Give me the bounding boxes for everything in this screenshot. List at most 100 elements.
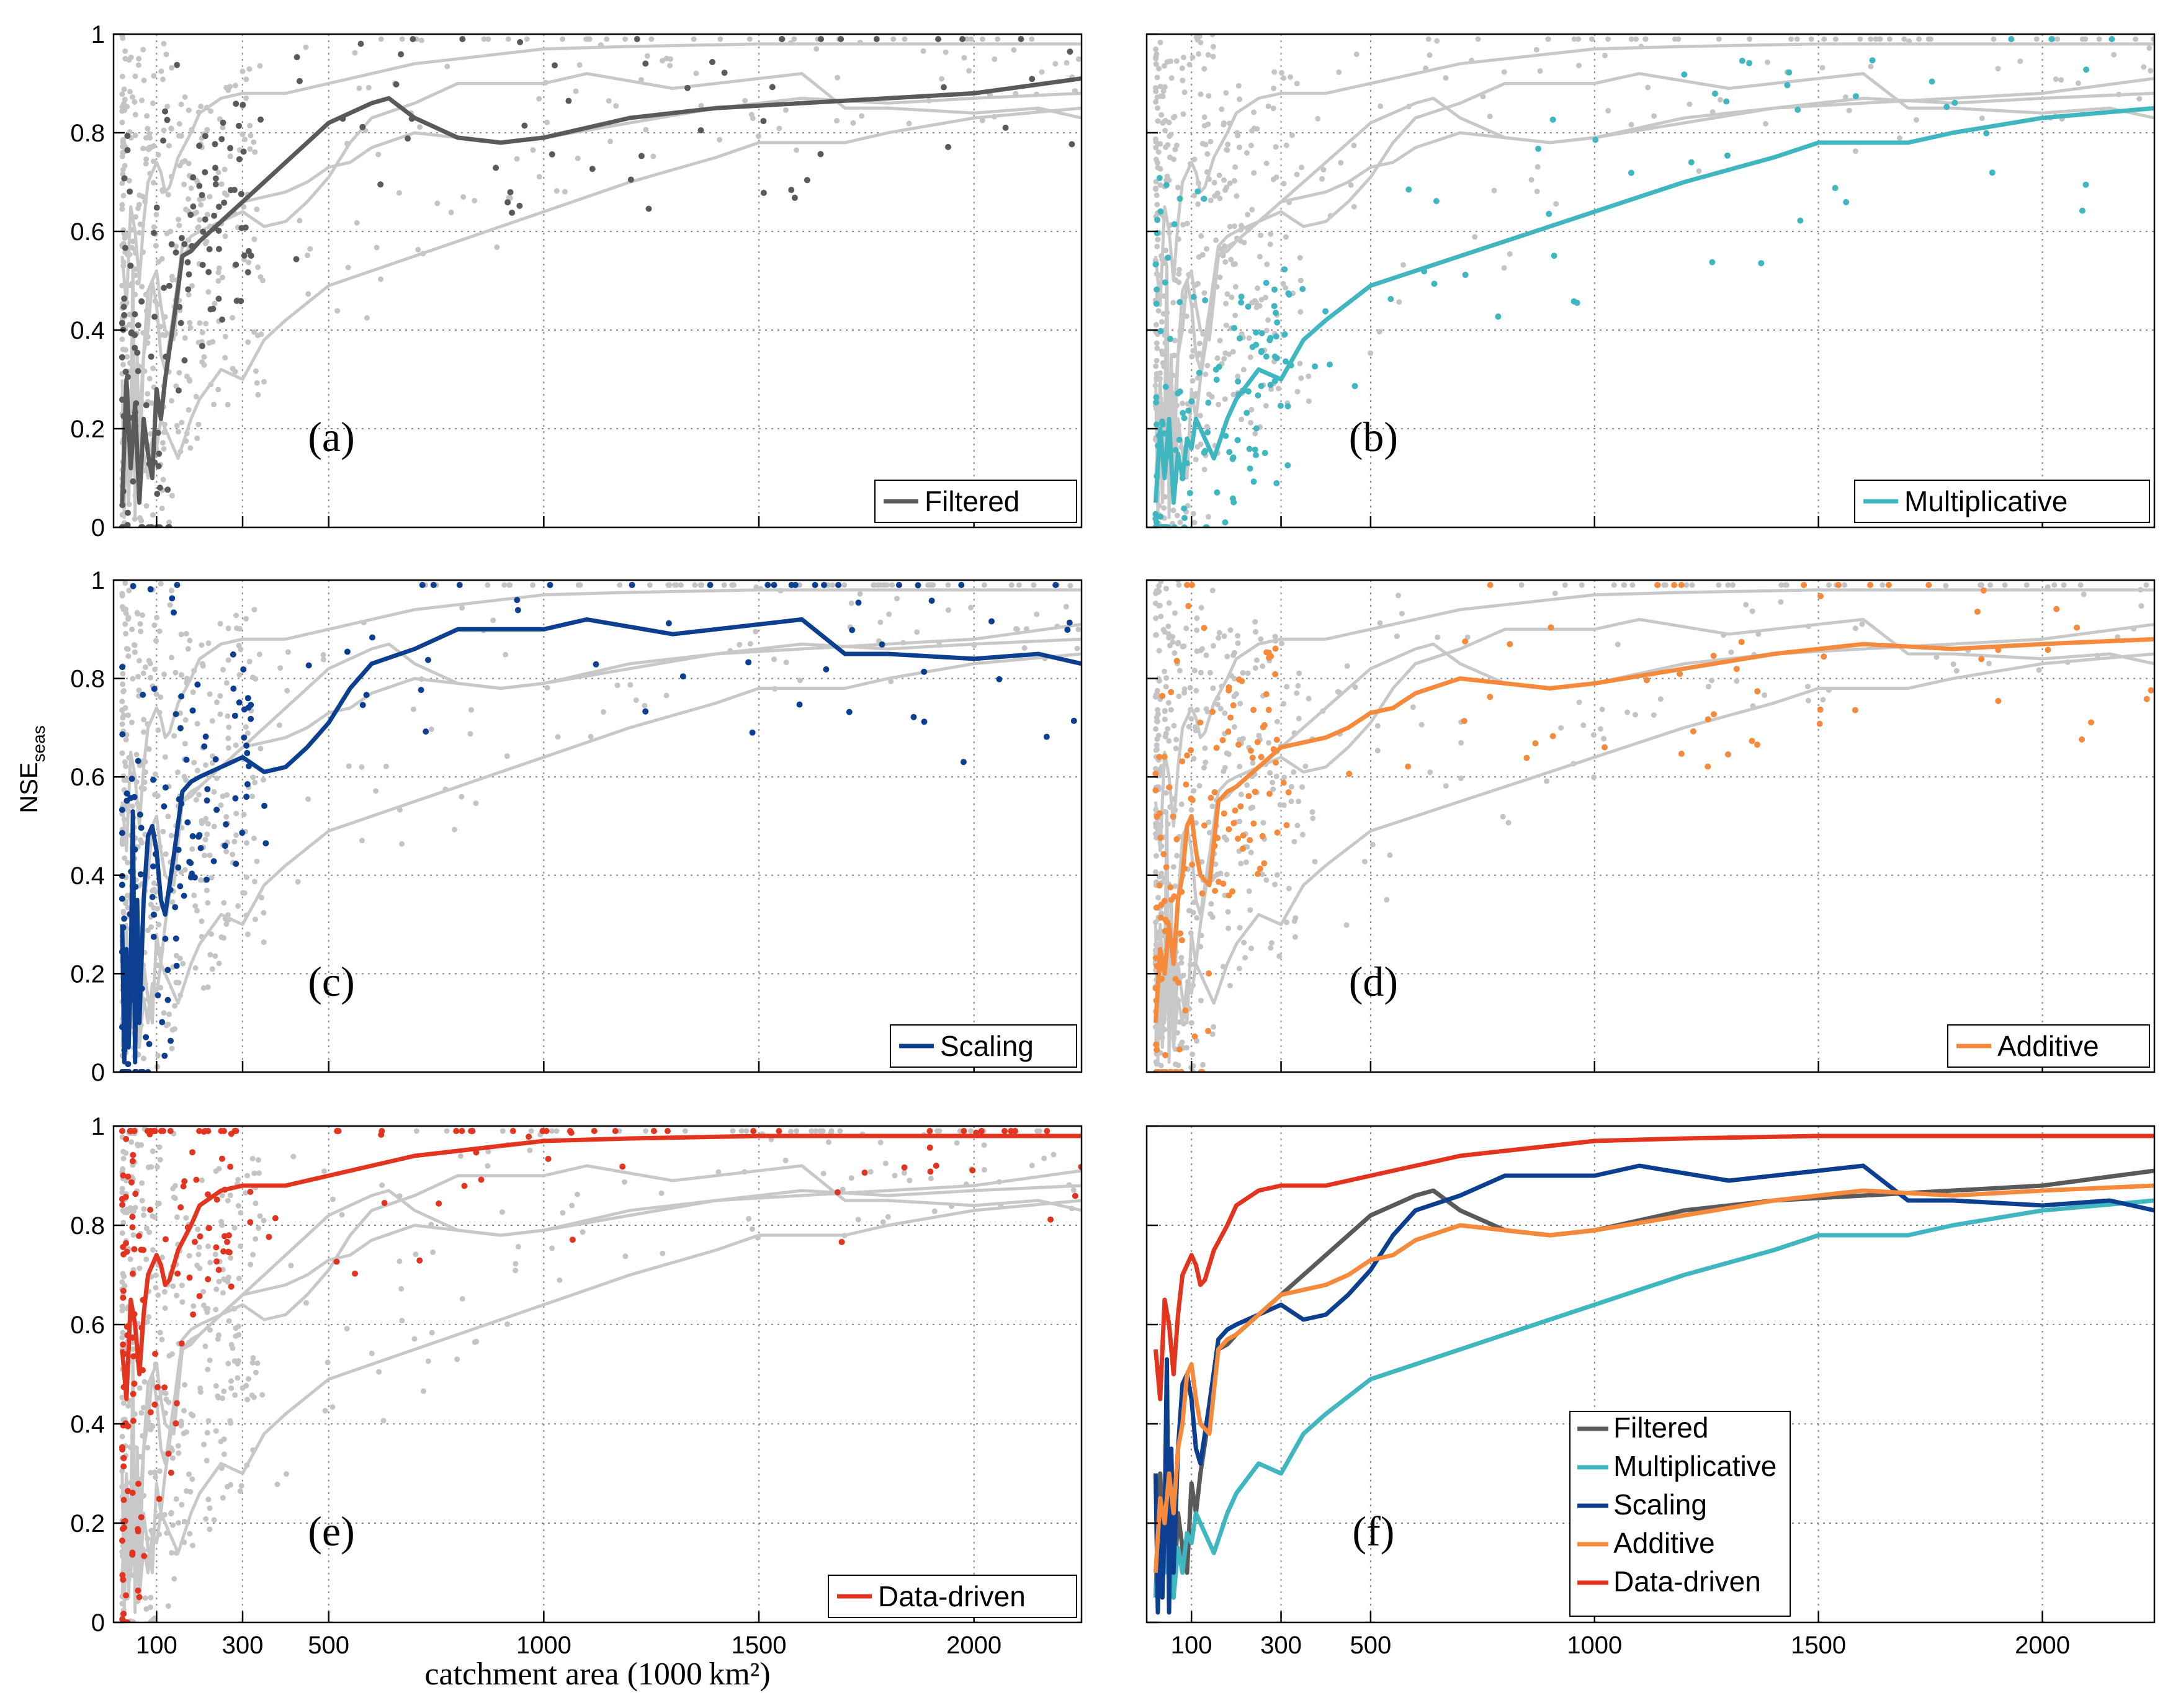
data-point-background — [195, 224, 202, 230]
data-point-background — [1651, 712, 1657, 718]
data-point — [552, 62, 558, 69]
y-tick-label: 0 — [91, 514, 105, 542]
data-point-background — [658, 1190, 665, 1196]
data-point-background — [1239, 416, 1245, 423]
data-point — [247, 1219, 254, 1225]
data-point-background — [211, 401, 217, 408]
data-point-background — [1153, 54, 1159, 60]
data-point-background — [1154, 345, 1160, 351]
data-point — [2074, 624, 2081, 631]
data-point-background — [1662, 582, 1669, 588]
data-point — [1188, 747, 1194, 754]
data-point-background — [1221, 355, 1227, 362]
data-point-background — [1240, 670, 1246, 676]
data-point-background — [828, 1128, 835, 1134]
data-point — [119, 1446, 126, 1453]
legend: Filtered — [874, 480, 1077, 523]
data-point-background — [121, 101, 127, 107]
data-point-background — [500, 1128, 506, 1134]
data-point-background — [1765, 59, 1770, 65]
data-point — [213, 1196, 220, 1203]
data-point-background — [141, 717, 147, 723]
data-point-background — [1254, 657, 1260, 663]
data-point-background — [717, 136, 723, 143]
data-point-background — [981, 1142, 987, 1148]
data-point-background — [162, 333, 168, 339]
data-point-background — [1154, 159, 1160, 166]
data-point — [172, 711, 179, 717]
data-point-background — [167, 602, 173, 608]
data-point-background — [364, 315, 370, 321]
data-point-background — [257, 1213, 263, 1219]
data-point-background — [225, 1279, 231, 1285]
data-point-background — [737, 642, 743, 648]
data-point — [1243, 409, 1250, 416]
data-point-background — [188, 1411, 194, 1417]
data-point-background — [127, 1205, 133, 1211]
data-point-background — [1979, 115, 1985, 122]
data-point-background — [184, 676, 190, 682]
data-point-background — [663, 692, 670, 699]
series-line-multiplicative — [1153, 105, 2154, 505]
data-point-background — [132, 642, 138, 648]
data-point — [1487, 581, 1494, 588]
data-point-background — [396, 190, 402, 196]
data-point — [186, 1274, 193, 1281]
data-point-background — [1237, 764, 1243, 770]
data-point-background — [225, 713, 231, 719]
data-point — [1181, 414, 1188, 421]
data-point-background — [1162, 628, 1168, 635]
data-point-background — [1292, 934, 1298, 940]
data-point — [121, 311, 128, 318]
data-point — [619, 1163, 626, 1170]
data-point — [1052, 581, 1059, 588]
data-point — [393, 81, 400, 87]
data-point-background — [513, 1268, 519, 1274]
data-point-background — [968, 604, 974, 610]
data-point — [132, 344, 138, 351]
data-point — [1254, 739, 1261, 746]
data-point-background — [885, 1214, 891, 1220]
data-point-background — [1728, 649, 1734, 655]
data-point-background — [2053, 76, 2059, 83]
data-point — [1925, 581, 1932, 588]
data-point-background — [753, 628, 759, 635]
data-point — [776, 1128, 782, 1134]
data-point — [162, 784, 169, 791]
data-point-background — [1916, 36, 1922, 42]
data-point-background — [1252, 431, 1258, 437]
data-point — [1678, 581, 1685, 588]
data-point-background — [141, 729, 147, 735]
data-point-background — [213, 1286, 220, 1292]
data-point — [212, 141, 218, 148]
data-point-background — [2077, 582, 2084, 588]
data-point-background — [826, 1139, 831, 1145]
data-point — [1285, 789, 1292, 796]
data-point-background — [1734, 678, 1740, 684]
data-point — [1602, 744, 1608, 751]
data-point — [1176, 436, 1183, 443]
y-tick-label: 0.8 — [70, 1212, 105, 1240]
data-point — [171, 609, 177, 616]
data-point-background — [329, 1196, 336, 1202]
data-point — [174, 1400, 180, 1406]
data-point-background — [150, 180, 156, 186]
data-point-background — [374, 244, 380, 251]
data-point — [638, 153, 645, 159]
data-point — [359, 702, 366, 709]
data-point — [1816, 720, 1823, 727]
data-point-background — [820, 1128, 826, 1134]
data-point-background — [199, 918, 205, 924]
data-point-background — [1154, 742, 1160, 748]
data-point-background — [1263, 403, 1269, 409]
data-point-background — [146, 375, 153, 382]
data-point-background — [129, 803, 135, 810]
data-point-background — [185, 646, 191, 652]
data-point — [526, 1133, 532, 1140]
data-point — [293, 256, 300, 262]
data-point-background — [1475, 36, 1481, 42]
data-point-background — [151, 143, 157, 149]
data-point-background — [188, 185, 194, 191]
data-point — [161, 285, 168, 291]
data-point-background — [954, 1140, 960, 1146]
